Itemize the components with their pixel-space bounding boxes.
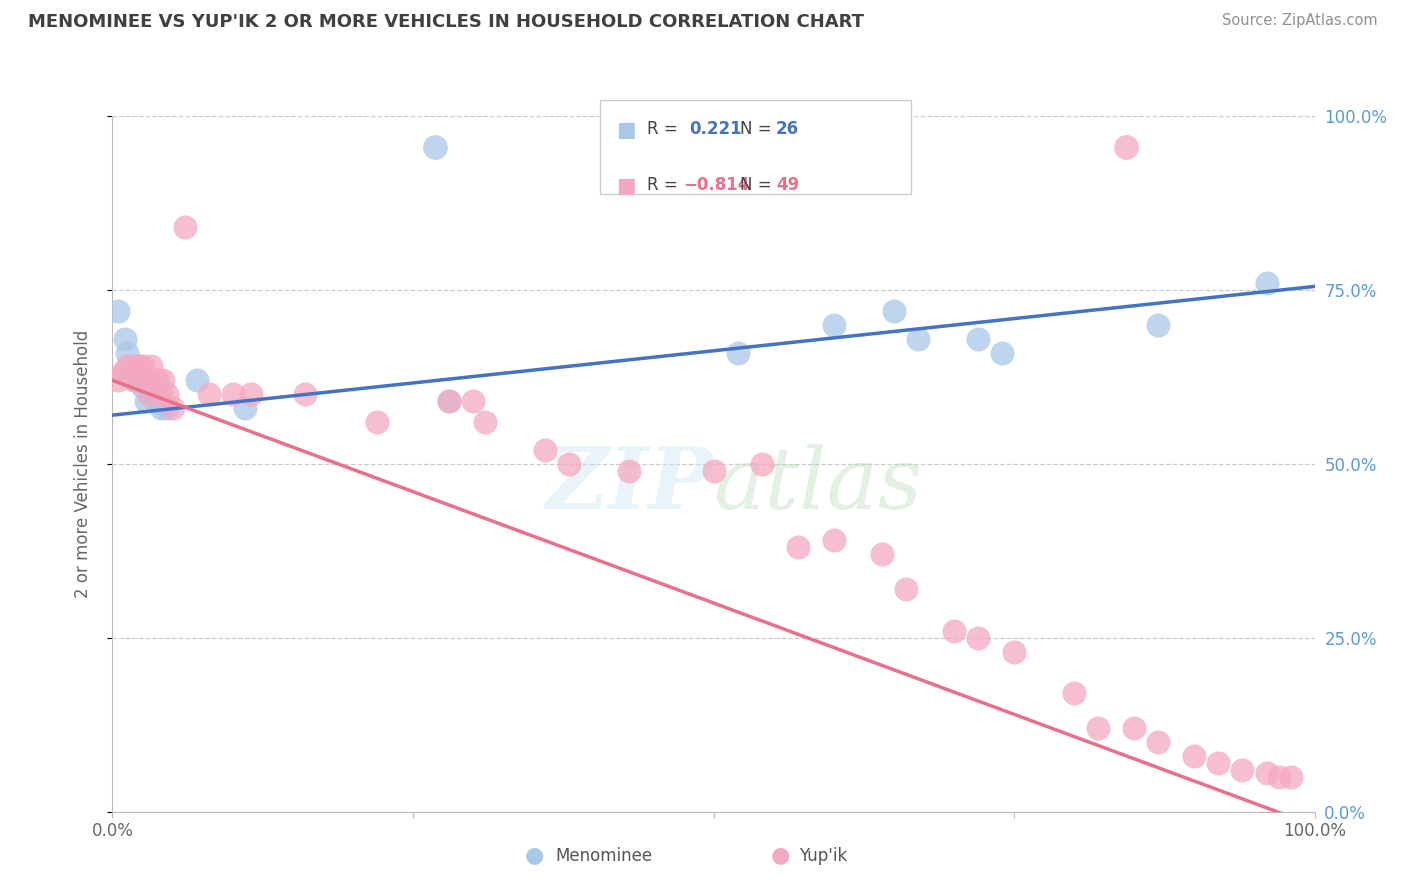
Point [120, 367, 142, 381]
Point [111, 367, 134, 381]
Point [131, 359, 153, 374]
Point [1002, 645, 1025, 659]
Text: ●: ● [524, 846, 544, 865]
Point [967, 332, 990, 346]
Point [534, 442, 557, 457]
Text: R =: R = [647, 176, 683, 194]
Point [135, 394, 157, 409]
Text: ■: ■ [616, 176, 636, 195]
Point [139, 359, 162, 374]
Point [173, 220, 195, 235]
Point [823, 318, 845, 332]
Point [120, 359, 142, 374]
Point [1147, 735, 1170, 749]
Point [128, 359, 150, 374]
Point [1063, 686, 1085, 700]
Y-axis label: 2 or more Vehicles in Household: 2 or more Vehicles in Household [73, 330, 91, 598]
Point [125, 373, 148, 387]
Text: 49: 49 [776, 176, 800, 194]
Text: N =: N = [740, 176, 776, 194]
Point [114, 367, 136, 381]
Point [155, 387, 177, 401]
Point [114, 332, 136, 346]
Point [122, 373, 145, 387]
Point [727, 345, 749, 359]
Point [146, 394, 169, 409]
Point [131, 380, 153, 394]
Point [437, 394, 460, 409]
Point [1256, 766, 1278, 780]
Point [138, 387, 160, 401]
Point [143, 394, 166, 409]
Point [115, 359, 138, 374]
Point [474, 415, 496, 429]
Point [239, 387, 262, 401]
Point [366, 415, 388, 429]
Point [461, 394, 484, 409]
Point [135, 373, 157, 387]
Text: ZIP: ZIP [546, 443, 713, 526]
Point [152, 373, 174, 387]
Point [222, 387, 245, 401]
Point [128, 359, 150, 374]
Point [907, 332, 929, 346]
Point [149, 401, 172, 416]
Point [125, 359, 148, 374]
Text: −0.814: −0.814 [683, 176, 749, 194]
Point [1279, 770, 1302, 784]
Point [1208, 756, 1230, 770]
Text: Yup'ik: Yup'ik [799, 847, 846, 865]
Point [1184, 749, 1206, 764]
Point [138, 387, 160, 401]
Point [162, 401, 184, 416]
Point [294, 387, 316, 401]
Point [558, 457, 581, 471]
Point [1232, 763, 1254, 777]
Point [751, 457, 773, 471]
Text: Menominee: Menominee [555, 847, 652, 865]
Point [823, 533, 845, 548]
Point [991, 345, 1014, 359]
Point [186, 373, 208, 387]
Text: 0.221: 0.221 [689, 120, 741, 138]
Point [139, 387, 162, 401]
Text: atlas: atlas [713, 443, 922, 526]
Text: Source: ZipAtlas.com: Source: ZipAtlas.com [1222, 13, 1378, 29]
Point [107, 373, 129, 387]
Point [1267, 770, 1289, 784]
Point [619, 464, 641, 478]
Point [942, 624, 965, 638]
Text: 26: 26 [776, 120, 799, 138]
Point [423, 140, 446, 154]
Point [155, 401, 177, 416]
Point [437, 394, 460, 409]
Text: MENOMINEE VS YUP'IK 2 OR MORE VEHICLES IN HOUSEHOLD CORRELATION CHART: MENOMINEE VS YUP'IK 2 OR MORE VEHICLES I… [28, 13, 865, 31]
Point [1123, 721, 1146, 735]
Point [149, 387, 172, 401]
Text: N =: N = [740, 120, 776, 138]
Point [107, 303, 129, 318]
Point [702, 464, 725, 478]
Point [143, 373, 166, 387]
Point [1256, 276, 1278, 290]
Point [786, 541, 808, 555]
Point [115, 345, 138, 359]
Point [870, 547, 893, 561]
Point [1147, 318, 1170, 332]
Point [1115, 140, 1137, 154]
Point [894, 582, 917, 596]
Text: ■: ■ [616, 120, 636, 140]
Point [1087, 721, 1109, 735]
Text: R =: R = [647, 120, 683, 138]
Point [233, 401, 256, 416]
Point [967, 631, 990, 645]
Point [146, 373, 169, 387]
Point [197, 387, 219, 401]
Text: ●: ● [770, 846, 790, 865]
Point [122, 373, 145, 387]
Point [883, 303, 905, 318]
